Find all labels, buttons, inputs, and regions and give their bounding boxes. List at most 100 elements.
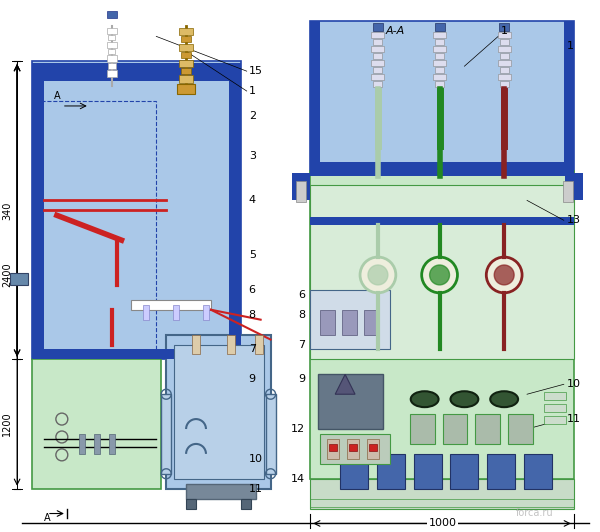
Bar [371, 74, 385, 80]
Bar [227, 335, 235, 354]
Bar [443, 414, 467, 444]
Bar [109, 434, 115, 454]
Text: 7: 7 [249, 345, 256, 354]
Text: A-A: A-A [385, 27, 404, 36]
Text: 8: 8 [249, 310, 256, 320]
Circle shape [360, 257, 396, 293]
Text: 12: 12 [291, 424, 305, 434]
Circle shape [430, 265, 449, 285]
Bar [310, 171, 574, 479]
Bar [181, 52, 191, 58]
Bar [498, 74, 511, 80]
Bar [414, 454, 442, 489]
Bar [107, 41, 116, 48]
Bar [451, 454, 478, 489]
Bar [32, 350, 241, 360]
Bar [340, 454, 368, 489]
Ellipse shape [490, 391, 518, 407]
Bar [173, 305, 179, 320]
Bar [320, 434, 390, 464]
Bar [498, 60, 511, 66]
Bar [377, 454, 405, 489]
Bar [229, 81, 241, 360]
Bar [310, 21, 320, 176]
Text: 9: 9 [249, 375, 256, 384]
Bar [373, 39, 382, 45]
Polygon shape [335, 375, 355, 394]
Ellipse shape [451, 391, 478, 407]
Bar [342, 310, 357, 335]
Text: 2: 2 [249, 111, 256, 121]
Bar [310, 162, 574, 176]
Bar [203, 305, 209, 320]
Bar [32, 63, 241, 81]
Text: 10: 10 [249, 454, 263, 464]
Text: 2400: 2400 [2, 263, 12, 287]
Bar [433, 46, 446, 52]
Bar [475, 414, 500, 444]
Text: 1: 1 [500, 27, 508, 36]
Bar [318, 375, 383, 429]
Bar [371, 32, 385, 38]
Text: 15: 15 [249, 66, 263, 76]
Bar [349, 444, 357, 451]
Bar [310, 217, 574, 225]
Bar [161, 394, 171, 474]
Bar [498, 32, 511, 38]
Bar [435, 53, 444, 59]
Bar [508, 414, 533, 444]
Text: 10: 10 [567, 379, 581, 389]
Text: 9: 9 [298, 375, 305, 384]
Text: 8: 8 [298, 310, 305, 320]
Bar [435, 81, 444, 87]
Bar [544, 416, 566, 424]
Text: 11: 11 [567, 414, 581, 424]
Bar [32, 61, 241, 360]
Text: 6: 6 [298, 290, 305, 300]
Bar [373, 67, 382, 73]
Bar [373, 81, 382, 87]
Bar [433, 74, 446, 80]
Bar [107, 11, 116, 19]
Bar [500, 53, 509, 59]
Bar [79, 434, 85, 454]
Bar [364, 310, 379, 335]
Bar [107, 55, 116, 62]
Circle shape [422, 257, 457, 293]
Bar [500, 81, 509, 87]
Bar [310, 290, 390, 350]
Bar [367, 439, 379, 459]
Bar [371, 60, 385, 66]
Bar [174, 345, 263, 479]
Bar [433, 32, 446, 38]
Bar [296, 180, 307, 202]
Text: 7: 7 [298, 339, 305, 350]
Text: 340: 340 [2, 201, 12, 220]
Text: A: A [53, 91, 60, 101]
Bar [181, 36, 191, 43]
Bar [181, 68, 191, 74]
Bar [544, 392, 566, 400]
Bar [433, 60, 446, 66]
Bar [192, 335, 200, 354]
Bar [310, 479, 574, 509]
Circle shape [368, 265, 388, 285]
Bar [131, 300, 211, 310]
Text: 1: 1 [249, 86, 256, 96]
Bar [487, 454, 515, 489]
Bar [435, 67, 444, 73]
Bar [310, 21, 574, 176]
Text: 13: 13 [567, 215, 581, 225]
Bar [500, 67, 509, 73]
Bar [544, 404, 566, 412]
Bar [179, 60, 193, 67]
Text: 1200: 1200 [2, 412, 12, 436]
Bar [107, 28, 116, 35]
Bar [369, 444, 377, 451]
Text: 14: 14 [291, 473, 305, 484]
Bar [177, 84, 195, 94]
Bar [565, 172, 583, 201]
Bar [310, 186, 574, 360]
Bar [32, 81, 44, 360]
Bar [107, 70, 116, 77]
